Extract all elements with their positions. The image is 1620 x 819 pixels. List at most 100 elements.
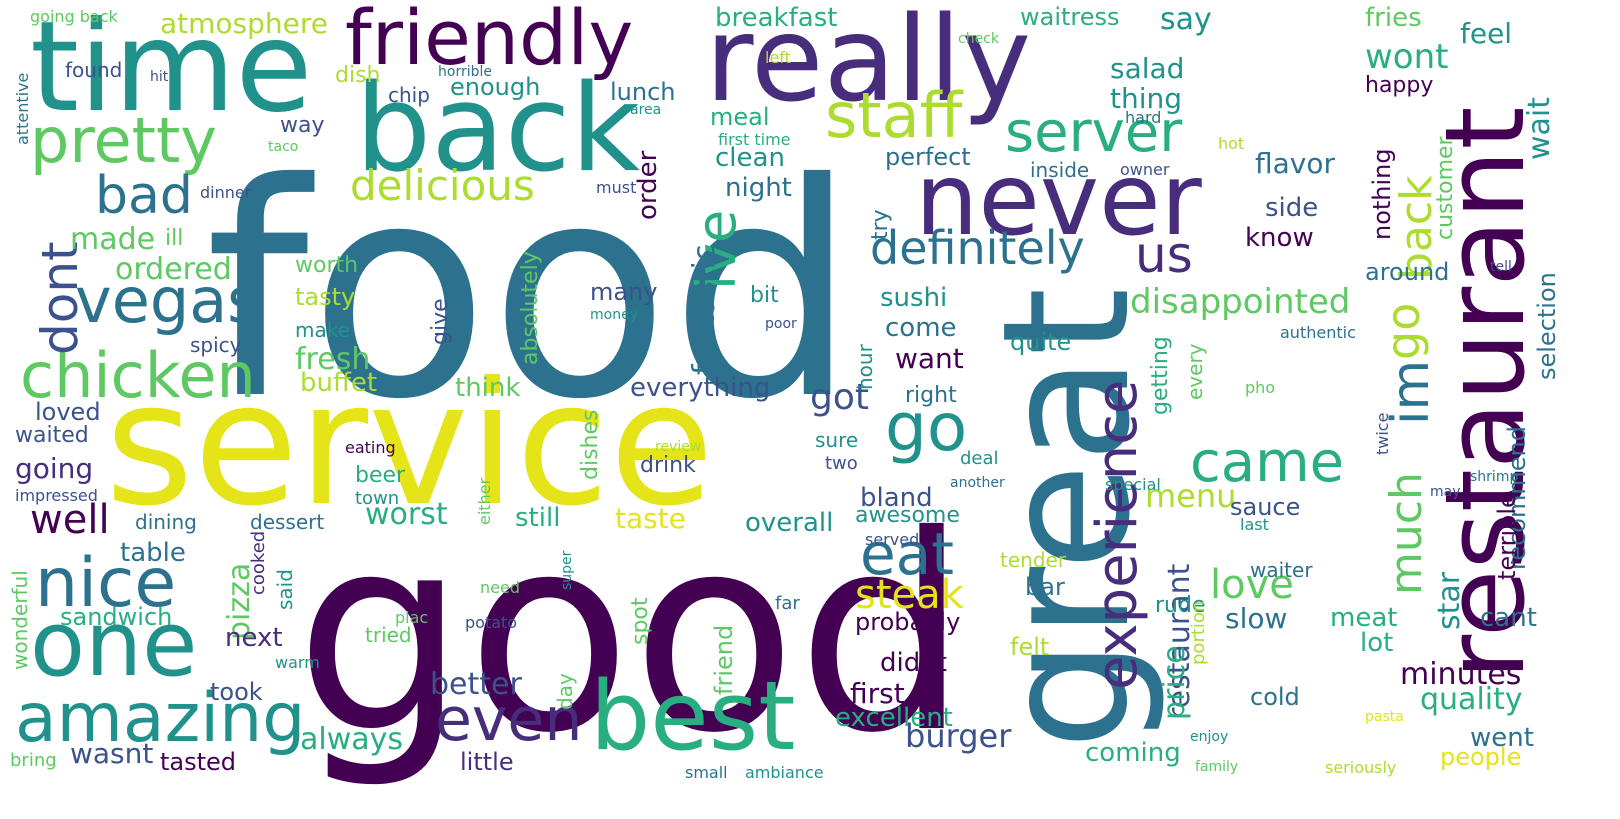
word-spot: spot	[628, 597, 653, 645]
word-spicy: spicy	[190, 333, 242, 357]
word-amazing: amazing	[15, 679, 306, 758]
word-getting: getting	[1148, 336, 1173, 415]
word-money: money	[590, 307, 638, 323]
word-coming: coming	[1085, 738, 1181, 768]
word-go: go	[885, 389, 968, 466]
word-felt: felt	[1010, 633, 1050, 661]
word-chip: chip	[388, 83, 430, 107]
word-side: side	[1265, 193, 1319, 223]
word-salad: salad	[1110, 52, 1185, 85]
word-better: better	[430, 667, 522, 702]
word-beer: beer	[355, 463, 406, 488]
word-loved: loved	[35, 398, 101, 426]
word-impressed: impressed	[15, 486, 98, 505]
word-perfect: perfect	[885, 143, 971, 171]
word-nice: nice	[35, 544, 177, 623]
word-cant: cant	[1480, 603, 1537, 633]
word-around: around	[1365, 258, 1450, 286]
word-dinner: dinner	[200, 183, 252, 202]
word-tasted: tasted	[160, 748, 237, 776]
word-server: server	[1005, 100, 1183, 165]
word-friendly: friendly	[345, 0, 634, 82]
word-awesome: awesome	[855, 503, 960, 528]
word-meat: meat	[1330, 603, 1398, 633]
word-one: one	[30, 592, 198, 697]
word-dessert: dessert	[250, 510, 325, 534]
word-feel: feel	[1460, 17, 1513, 50]
word-must: must	[596, 178, 637, 197]
word-wonderful: wonderful	[8, 570, 32, 670]
word-may: may	[1430, 484, 1461, 500]
word-even: even	[435, 685, 583, 755]
word-every: every	[1183, 343, 1207, 400]
word-special: special	[1105, 475, 1161, 494]
word-waitress: waitress	[1020, 3, 1120, 31]
word-rude: rude	[1155, 593, 1206, 618]
word-many: many	[590, 278, 658, 306]
word-attentive: attentive	[13, 72, 32, 145]
word-area: area	[630, 102, 662, 118]
word-next: next	[225, 623, 283, 653]
word-go: go	[1376, 302, 1430, 360]
word-sushi: sushi	[880, 283, 948, 313]
word-experience: experience	[1085, 379, 1150, 690]
word-pretty: pretty	[30, 104, 217, 177]
word-tasty: tasty	[295, 283, 356, 311]
word-authentic: authentic	[1280, 323, 1356, 342]
word-hot: hot	[1218, 134, 1245, 153]
word-really: really	[705, 0, 1032, 128]
word-excellent: excellent	[835, 703, 953, 733]
word-right: right	[905, 383, 957, 408]
word-twice: twice	[1373, 412, 1392, 455]
word-back: back	[355, 60, 641, 199]
word-fantastic: fantastic	[687, 244, 722, 375]
word-got: got	[810, 377, 869, 418]
word-made: made	[70, 222, 156, 257]
word-thing: thing	[1110, 82, 1183, 115]
word-always: always	[300, 722, 404, 757]
word-table: table	[120, 538, 186, 568]
word-town: town	[355, 488, 400, 509]
word-im: im	[1381, 359, 1441, 425]
word-happy: happy	[1365, 73, 1434, 98]
word-atmosphere: atmosphere	[160, 7, 328, 40]
word-last: last	[1240, 515, 1269, 534]
word-still: still	[515, 503, 561, 533]
word-meal: meal	[710, 103, 770, 131]
word-night: night	[725, 173, 792, 203]
word-hour: hour	[853, 344, 877, 390]
word-customer: customer	[1433, 136, 1458, 240]
word-cold: cold	[1250, 683, 1300, 711]
word-came: came	[1190, 430, 1345, 495]
word-owner: owner	[1120, 160, 1170, 179]
word-tender: tender	[1000, 548, 1067, 572]
word-first-time: first time	[718, 130, 791, 149]
word-ill: ill	[165, 226, 184, 251]
word-pho: pho	[1245, 378, 1276, 397]
word-sure: sure	[815, 428, 859, 452]
word-lunch: lunch	[610, 78, 676, 106]
word-two: two	[825, 453, 858, 474]
word-menu: menu	[1145, 477, 1237, 515]
word-little: little	[460, 748, 514, 776]
word-way: way	[280, 113, 325, 138]
word-best: best	[590, 662, 796, 772]
word-taco: taco	[268, 139, 299, 155]
word-clean: clean	[715, 143, 785, 173]
word-said: said	[273, 569, 297, 610]
word-quality: quality	[1420, 682, 1523, 717]
word-going-back: going back	[30, 7, 118, 26]
word-either: either	[475, 477, 494, 525]
word-tell: tell	[1490, 259, 1512, 275]
word-sauce: sauce	[1230, 493, 1301, 521]
word-bring: bring	[10, 750, 57, 771]
word-breakfast: breakfast	[715, 3, 838, 33]
word-potato: potato	[465, 613, 518, 632]
word-plac: plac	[395, 608, 429, 627]
word-burger: burger	[905, 717, 1012, 755]
word-ambiance: ambiance	[745, 763, 824, 782]
word-food: food	[205, 120, 858, 464]
word-need: need	[480, 578, 520, 597]
word-found: found	[65, 58, 123, 82]
